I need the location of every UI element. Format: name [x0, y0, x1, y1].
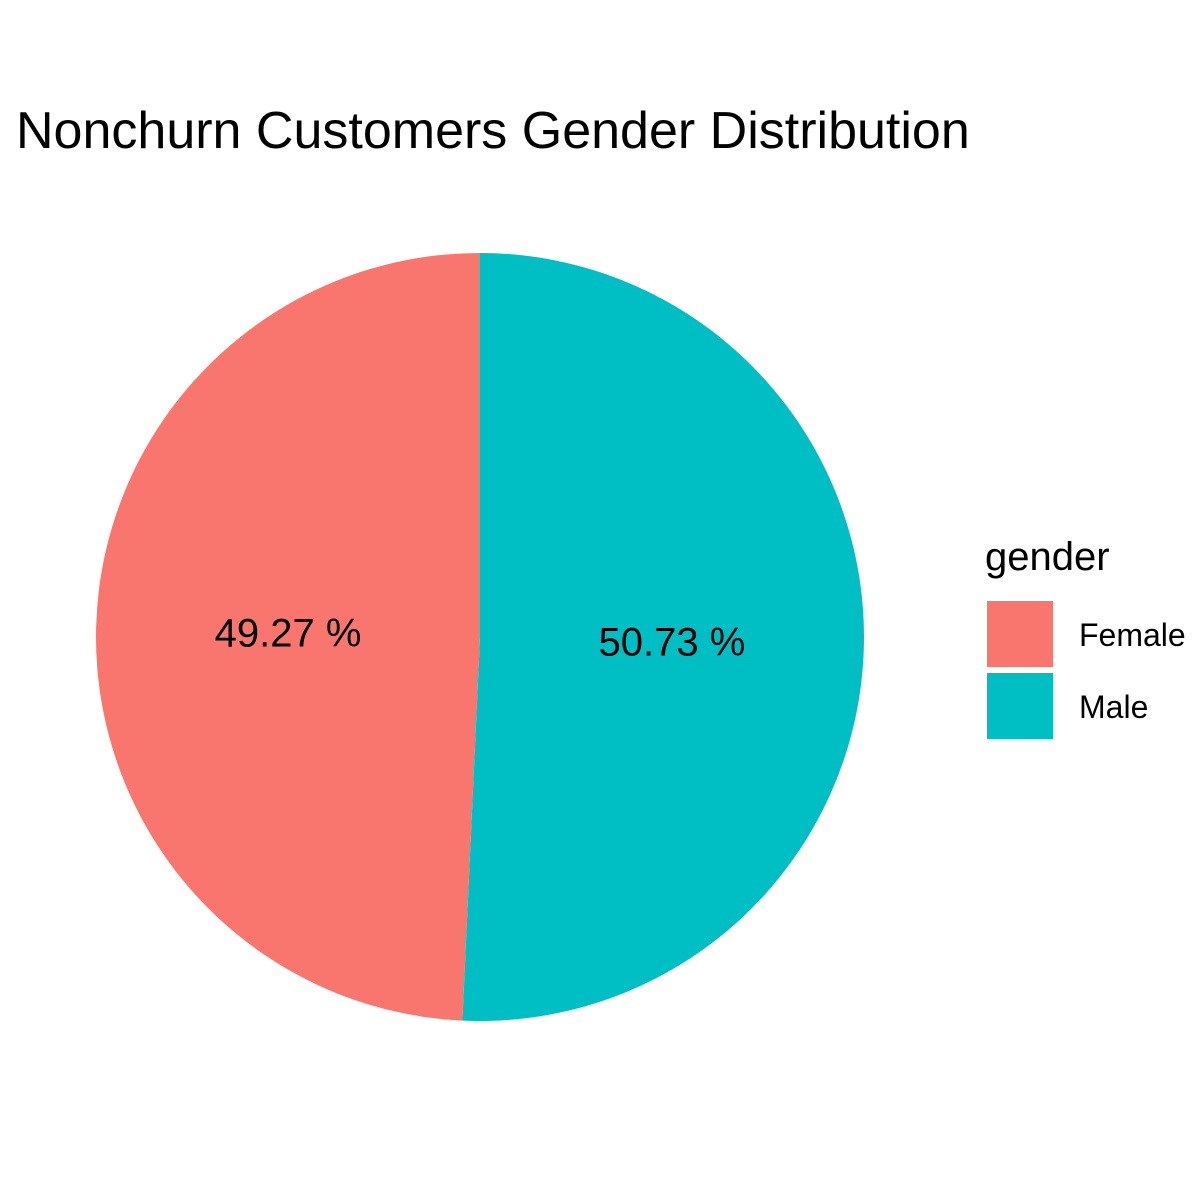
legend: gender Female Male — [985, 535, 1186, 739]
pie-slices — [95, 253, 864, 1021]
pie-slice-female — [95, 253, 480, 1021]
pie-slice-male — [462, 253, 864, 1021]
legend-key-male — [987, 673, 1053, 739]
slice-label-female: 49.27 % — [215, 612, 362, 656]
legend-key-female — [987, 601, 1053, 667]
legend-title: gender — [985, 535, 1110, 579]
slice-label-male: 50.73 % — [599, 620, 746, 664]
chart-title: Nonchurn Customers Gender Distribution — [16, 102, 970, 160]
legend-items: Female Male — [987, 601, 1186, 739]
pie-slice-labels: 50.73 % 49.27 % — [215, 612, 746, 665]
legend-label-female: Female — [1079, 617, 1186, 653]
legend-label-male: Male — [1079, 689, 1148, 725]
